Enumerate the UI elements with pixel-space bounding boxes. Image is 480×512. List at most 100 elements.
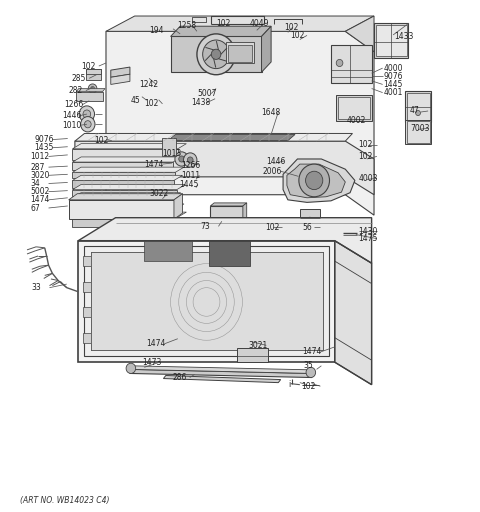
Text: 9076: 9076 <box>384 72 403 81</box>
Text: 34: 34 <box>30 179 40 188</box>
Bar <box>228 45 252 62</box>
Text: 3021: 3021 <box>249 341 268 350</box>
Text: 4001: 4001 <box>384 88 403 97</box>
Circle shape <box>416 111 420 116</box>
Circle shape <box>179 156 184 162</box>
Text: 1473: 1473 <box>142 358 161 367</box>
Text: 4049: 4049 <box>250 19 269 28</box>
Text: i: i <box>288 380 290 389</box>
Polygon shape <box>72 149 178 160</box>
Polygon shape <box>72 180 174 187</box>
Polygon shape <box>345 16 374 52</box>
Text: 286: 286 <box>172 373 186 382</box>
Polygon shape <box>86 69 101 74</box>
Polygon shape <box>243 203 247 227</box>
Circle shape <box>299 164 329 197</box>
Text: 47: 47 <box>410 106 420 116</box>
Text: 33: 33 <box>32 283 42 292</box>
Text: 1446: 1446 <box>266 157 286 165</box>
Text: 3020: 3020 <box>30 171 50 180</box>
Text: 45: 45 <box>131 96 141 105</box>
Bar <box>226 42 254 63</box>
Bar <box>83 333 91 343</box>
Circle shape <box>126 363 136 373</box>
Polygon shape <box>72 189 177 196</box>
Bar <box>86 69 101 80</box>
Bar <box>83 256 91 266</box>
Bar <box>209 241 250 266</box>
Polygon shape <box>174 194 182 219</box>
Polygon shape <box>106 16 374 31</box>
Text: 3022: 3022 <box>149 189 168 198</box>
Polygon shape <box>262 26 271 72</box>
Text: 1474: 1474 <box>302 348 322 356</box>
Circle shape <box>307 217 313 223</box>
Text: 1445: 1445 <box>384 80 403 89</box>
Text: 1011: 1011 <box>181 171 201 180</box>
Bar <box>84 246 328 356</box>
Polygon shape <box>69 200 174 219</box>
Polygon shape <box>72 144 186 149</box>
Polygon shape <box>75 141 374 195</box>
Polygon shape <box>72 157 181 162</box>
Text: 5007: 5007 <box>197 89 216 98</box>
Polygon shape <box>72 167 184 172</box>
Text: 1445: 1445 <box>180 180 199 189</box>
Polygon shape <box>111 74 130 84</box>
Text: 102: 102 <box>359 140 373 149</box>
Circle shape <box>88 84 97 93</box>
Bar <box>162 138 176 156</box>
Text: 1475: 1475 <box>359 234 378 243</box>
Text: 1430: 1430 <box>359 227 378 236</box>
Text: 102: 102 <box>81 61 96 71</box>
Bar <box>83 307 91 317</box>
Text: 7003: 7003 <box>410 124 430 133</box>
Circle shape <box>83 110 91 118</box>
Bar <box>300 209 320 227</box>
Bar <box>237 348 268 362</box>
Text: 1010: 1010 <box>62 121 81 130</box>
Circle shape <box>304 231 310 238</box>
Circle shape <box>336 59 343 67</box>
Polygon shape <box>111 67 130 77</box>
Polygon shape <box>72 198 172 207</box>
Polygon shape <box>283 159 355 202</box>
Bar <box>374 23 408 58</box>
Text: 1258: 1258 <box>177 20 196 30</box>
Text: 67: 67 <box>30 203 40 212</box>
Circle shape <box>84 121 91 128</box>
Text: 1435: 1435 <box>34 143 54 152</box>
Text: 35: 35 <box>303 361 313 370</box>
Polygon shape <box>106 31 374 215</box>
Polygon shape <box>72 217 178 227</box>
Polygon shape <box>72 172 175 178</box>
Polygon shape <box>210 203 247 206</box>
Circle shape <box>197 34 235 75</box>
Bar <box>337 97 370 119</box>
Text: 1013: 1013 <box>162 150 182 158</box>
Text: 282: 282 <box>69 86 83 95</box>
Text: 1648: 1648 <box>262 108 281 117</box>
Text: 102: 102 <box>301 382 316 391</box>
Bar <box>76 92 103 101</box>
Text: 1012: 1012 <box>30 152 49 161</box>
Polygon shape <box>72 193 180 198</box>
Text: 1474: 1474 <box>144 160 164 168</box>
Bar <box>407 121 431 143</box>
Circle shape <box>306 367 316 377</box>
Bar <box>83 282 91 292</box>
Bar <box>407 93 430 120</box>
Bar <box>376 25 407 56</box>
Polygon shape <box>170 26 271 36</box>
Polygon shape <box>78 218 372 263</box>
Text: 102: 102 <box>359 152 373 161</box>
Circle shape <box>175 152 188 166</box>
Text: 287: 287 <box>30 163 45 172</box>
Text: 4002: 4002 <box>346 116 366 125</box>
Polygon shape <box>69 194 182 200</box>
Polygon shape <box>72 209 175 215</box>
Bar <box>144 241 192 261</box>
Text: 102: 102 <box>284 23 299 32</box>
Polygon shape <box>335 241 372 385</box>
Polygon shape <box>130 366 312 373</box>
